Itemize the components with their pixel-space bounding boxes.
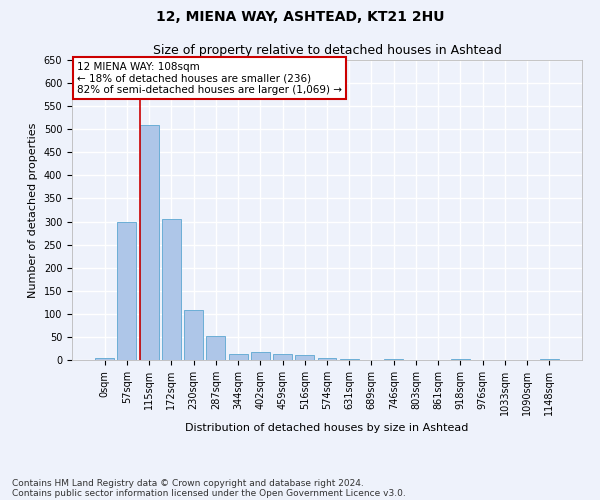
- X-axis label: Distribution of detached houses by size in Ashtead: Distribution of detached houses by size …: [185, 424, 469, 434]
- Bar: [340, 358, 359, 360]
- Bar: [317, 358, 337, 360]
- Bar: [295, 356, 314, 360]
- Text: Contains HM Land Registry data © Crown copyright and database right 2024.: Contains HM Land Registry data © Crown c…: [12, 478, 364, 488]
- Bar: [162, 219, 181, 360]
- Bar: [451, 358, 470, 360]
- Text: 12 MIENA WAY: 108sqm
← 18% of detached houses are smaller (236)
82% of semi-deta: 12 MIENA WAY: 108sqm ← 18% of detached h…: [77, 62, 342, 94]
- Text: 12, MIENA WAY, ASHTEAD, KT21 2HU: 12, MIENA WAY, ASHTEAD, KT21 2HU: [156, 10, 444, 24]
- Bar: [540, 358, 559, 360]
- Title: Size of property relative to detached houses in Ashtead: Size of property relative to detached ho…: [152, 44, 502, 58]
- Bar: [273, 354, 292, 360]
- Bar: [206, 336, 225, 360]
- Text: Contains public sector information licensed under the Open Government Licence v3: Contains public sector information licen…: [12, 488, 406, 498]
- Bar: [184, 310, 203, 360]
- Bar: [251, 352, 270, 360]
- Bar: [140, 124, 158, 360]
- Bar: [95, 358, 114, 360]
- Y-axis label: Number of detached properties: Number of detached properties: [28, 122, 38, 298]
- Bar: [229, 354, 248, 360]
- Bar: [384, 359, 403, 360]
- Bar: [118, 222, 136, 360]
